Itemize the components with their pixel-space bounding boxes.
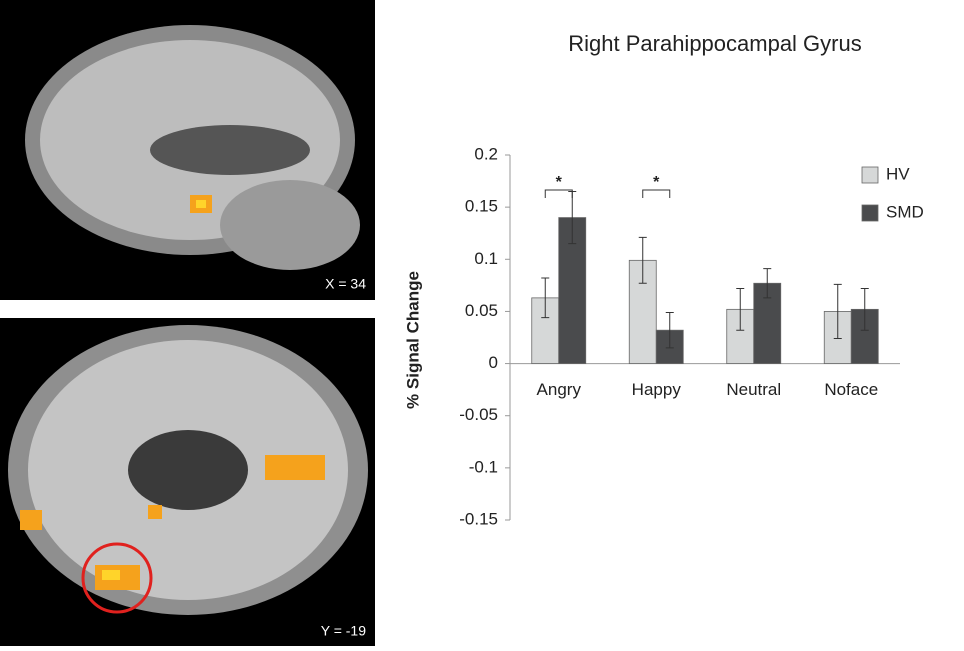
y-tick-label: -0.1 [469,457,498,476]
y-tick-label: -0.05 [459,405,498,424]
panel-label: Y = -19 [321,623,366,639]
legend-label: HV [886,164,910,183]
figure: X = 34 Y = -19 Right Parahippocampal Gyr… [0,0,964,646]
y-tick-label: 0.2 [474,144,498,163]
legend-label: SMD [886,202,924,221]
panel-label: X = 34 [325,276,366,292]
x-tick-label: Happy [632,380,682,399]
coronal-image: Y = -19 [0,318,375,646]
legend-swatch [862,205,878,221]
y-tick-label: 0.15 [465,197,498,216]
significance-label: * [556,174,563,191]
y-axis-label: % Signal Change [403,271,422,409]
x-tick-label: Angry [537,380,582,399]
y-tick-label: 0.05 [465,301,498,320]
sagittal-image: X = 34 [0,0,375,300]
legend-swatch [862,167,878,183]
y-tick-label: 0.1 [474,249,498,268]
y-tick-label: 0 [489,353,498,372]
x-tick-label: Noface [824,380,878,399]
chart-title: Right Parahippocampal Gyrus [568,31,861,56]
y-tick-label: -0.15 [459,509,498,528]
x-tick-label: Neutral [726,380,781,399]
significance-label: * [653,174,660,191]
